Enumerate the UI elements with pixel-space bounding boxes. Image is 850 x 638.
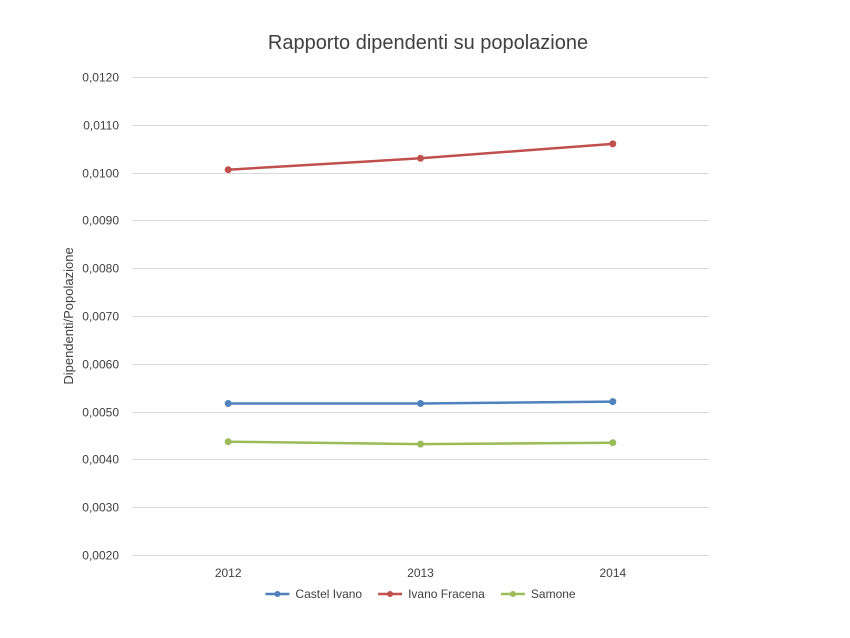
data-point [609,439,617,447]
y-tick-label: 0,0110 [83,119,119,133]
y-tick-label: 0,0100 [82,167,119,181]
data-point [224,438,232,446]
y-tick-label: 0,0030 [82,501,119,515]
legend-item: Samone [500,587,576,601]
y-tick-label: 0,0040 [82,453,119,467]
y-tick-label: 0,0020 [82,549,119,563]
legend-marker-dot [509,591,516,597]
data-point [417,154,424,162]
y-tick-label: 0,0070 [82,310,119,324]
legend-item: Castel Ivano [265,587,362,601]
y-axis-ticks: 0,0020 0,0030 0,0040 0,0050 0,0060 0,0070 0,00… [82,71,119,563]
x-axis-ticks: 2012 2013 2014 [215,566,627,580]
y-axis-title: Dipendenti/Popolazione [61,247,76,384]
y-tick-label: 0,0080 [82,262,119,276]
legend-label: Castel Ivano [295,587,362,601]
gridlines [132,77,709,556]
data-point [417,400,424,407]
x-tick-label: 2013 [407,566,434,580]
y-tick-label: 0,0050 [82,406,119,420]
data-point [609,140,617,148]
chart-title: Rapporto dipendenti su popolazione [268,32,588,54]
legend-marker-dot [387,591,394,597]
series-lines [224,140,617,448]
data-point [224,400,232,407]
legend-label: Ivano Fracena [408,587,485,601]
y-tick-label: 0,0060 [82,358,119,372]
data-point [609,398,617,406]
x-tick-label: 2014 [599,566,626,580]
data-point [417,440,424,448]
y-tick-label: 0,0090 [82,214,119,228]
data-point [224,166,232,174]
legend: Castel Ivano Ivano Fracena Samone [265,587,576,601]
y-tick-label: 0,0120 [82,71,119,85]
legend-item: Ivano Fracena [378,587,485,601]
legend-label: Samone [531,587,576,601]
legend-marker-dot [274,591,281,597]
x-tick-label: 2012 [215,566,242,580]
